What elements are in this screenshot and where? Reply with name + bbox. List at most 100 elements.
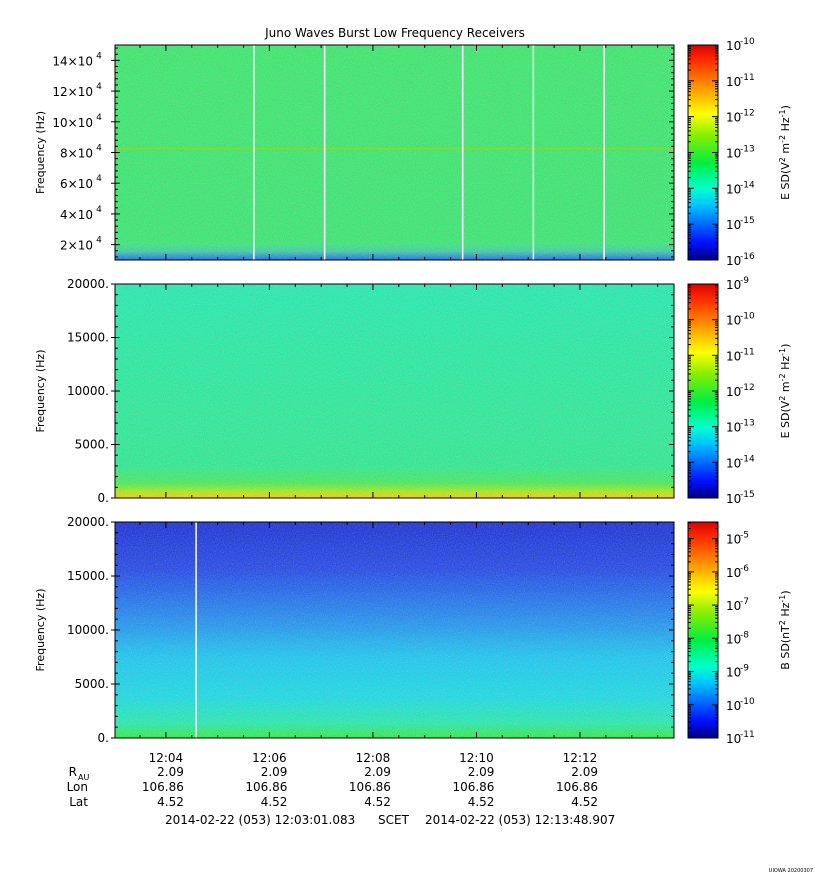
y-tick-label: 5000.: [75, 438, 109, 452]
colorbar-tick-label: 10: [726, 533, 741, 547]
start-time-label: 2014-02-22 (053) 12:03:01.083: [165, 813, 355, 827]
colorbar-tick-exponent: -10: [740, 697, 755, 707]
processing-stamp: UIOWA 20200307: [769, 868, 813, 874]
ephemeris-value: 106.86: [556, 780, 598, 794]
ephemeris-value: 2.09: [571, 765, 598, 779]
y-tick-exponent: 4: [96, 205, 102, 215]
y-tick-label: 4×10: [60, 208, 93, 222]
y-tick-label: 10×10: [52, 116, 93, 130]
y-tick-exponent: 4: [96, 144, 102, 154]
y-axis-label: Frequency (Hz): [34, 589, 47, 672]
y-tick-label: 14×10: [52, 54, 93, 68]
ephemeris-value: 4.52: [157, 795, 184, 809]
y-tick-label: 10000.: [67, 384, 109, 398]
colorbar-tick-label: 10: [726, 147, 741, 161]
y-tick-label: 8×10: [60, 147, 93, 161]
colorbar-tick-exponent: -11: [740, 73, 755, 83]
end-time-label: 2014-02-22 (053) 12:13:48.907: [425, 813, 615, 827]
y-tick-exponent: 4: [96, 174, 102, 184]
panel-1: 2×10 44×10 46×10 48×10 410×10 412×10 414×10 4Fr…: [34, 37, 792, 268]
ephemeris-value: 4.52: [261, 795, 288, 809]
spectrogram-noise: [115, 522, 674, 738]
colorbar-label: E SD(V2 m-2 Hz-1): [778, 344, 792, 439]
ephemeris-value: 2.09: [261, 765, 288, 779]
y-tick-label: 15000.: [67, 569, 109, 583]
x-tick-label: 12:08: [356, 751, 391, 765]
colorbar-tick-exponent: -9: [740, 664, 749, 674]
colorbar-tick-exponent: -10: [740, 312, 755, 322]
y-tick-label: 20000.: [67, 515, 109, 529]
y-tick-exponent: 4: [96, 236, 102, 246]
ephemeris-row-label: R: [69, 765, 77, 779]
colorbar-tick-label: 10: [726, 456, 741, 470]
colorbar-tick-exponent: -15: [740, 216, 755, 226]
ephemeris-value: 106.86: [349, 780, 391, 794]
colorbar-tick-exponent: -12: [740, 383, 755, 393]
panels: 2×10 44×10 46×10 48×10 410×10 412×10 414×10 4Fr…: [34, 37, 792, 765]
y-tick-label: 12×10: [52, 85, 93, 99]
colorbar-tick-exponent: -14: [740, 180, 755, 190]
ephemeris-value: 2.09: [364, 765, 391, 779]
colorbar-tick-exponent: -13: [740, 145, 755, 155]
frame-label: SCET: [378, 813, 410, 827]
x-tick-label: 12:04: [149, 751, 184, 765]
colorbar-tick-exponent: -14: [740, 454, 755, 464]
colorbar-tick-exponent: -12: [740, 109, 755, 119]
colorbar-tick-label: 10: [726, 699, 741, 713]
colorbar-tick-label: 10: [726, 254, 741, 268]
colorbar-tick-label: 10: [726, 566, 741, 580]
y-tick-label: 10000.: [67, 623, 109, 637]
ephemeris-value: 106.86: [452, 780, 494, 794]
y-tick-label: 5000.: [75, 677, 109, 691]
ephemeris-value: 2.09: [157, 765, 184, 779]
ephemeris-value: 106.86: [245, 780, 287, 794]
panel-3: 0. 5000. 10000. 15000. 20000. Frequency (Hz) 1…: [34, 515, 792, 765]
colorbar-tick-label: 10: [726, 314, 741, 328]
figure-title: Juno Waves Burst Low Frequency Receivers: [264, 26, 525, 40]
y-tick-label: 15000.: [67, 331, 109, 345]
x-tick-label: 12:10: [459, 751, 494, 765]
panel-2: 0. 5000. 10000. 15000. 20000. Frequency (Hz) 1…: [34, 276, 792, 506]
colorbar-tick-label: 10: [726, 632, 741, 646]
colorbar-tick-exponent: -9: [740, 276, 749, 286]
colorbar-tick-label: 10: [726, 75, 741, 89]
colorbar-tick-exponent: -13: [740, 419, 755, 429]
colorbar-tick-label: 10: [726, 278, 741, 292]
y-tick-exponent: 4: [96, 82, 102, 92]
x-tick-label: 12:12: [563, 751, 598, 765]
ephemeris-value: 4.52: [468, 795, 495, 809]
colorbar-tick-label: 10: [726, 492, 741, 506]
ephemeris-value: 106.86: [142, 780, 184, 794]
time-footer: 2014-02-22 (053) 12:03:01.083 SCET 2014-…: [165, 813, 813, 874]
x-tick-label: 12:06: [252, 751, 287, 765]
spectrogram-noise: [115, 45, 674, 260]
ephemeris-value: 2.09: [468, 765, 495, 779]
colorbar: [687, 521, 719, 739]
ephemeris-value: 4.52: [571, 795, 598, 809]
y-tick-label: 2×10: [60, 239, 93, 253]
y-axis-label: Frequency (Hz): [34, 350, 47, 433]
spectrogram-noise: [115, 284, 674, 498]
colorbar-tick-label: 10: [726, 666, 741, 680]
ephemeris-value: 4.52: [364, 795, 391, 809]
colorbar-tick-exponent: -5: [740, 531, 749, 541]
colorbar-tick-exponent: -11: [740, 730, 755, 740]
colorbar-tick-exponent: -11: [740, 347, 755, 357]
colorbar-tick-label: 10: [726, 111, 741, 125]
colorbar-tick-label: 10: [726, 421, 741, 435]
ephemeris-row-label: Lon: [67, 780, 88, 794]
colorbar-tick-exponent: -16: [740, 252, 755, 262]
colorbar-label: E SD(V2 m-2 Hz-1): [778, 105, 792, 200]
colorbar-label: B SD(nT2 Hz-1): [778, 590, 792, 669]
colorbar-tick-label: 10: [726, 218, 741, 232]
colorbar-tick-label: 10: [726, 599, 741, 613]
y-tick-label: 0.: [98, 731, 109, 745]
colorbar-tick-exponent: -6: [740, 564, 749, 574]
y-tick-label: 0.: [98, 491, 109, 505]
ephemeris-row-subscript: AU: [78, 773, 89, 782]
colorbar-tick-exponent: -10: [740, 37, 755, 47]
colorbar-tick-label: 10: [726, 182, 741, 196]
colorbar-tick-label: 10: [726, 39, 741, 53]
colorbar-tick-label: 10: [726, 732, 741, 746]
